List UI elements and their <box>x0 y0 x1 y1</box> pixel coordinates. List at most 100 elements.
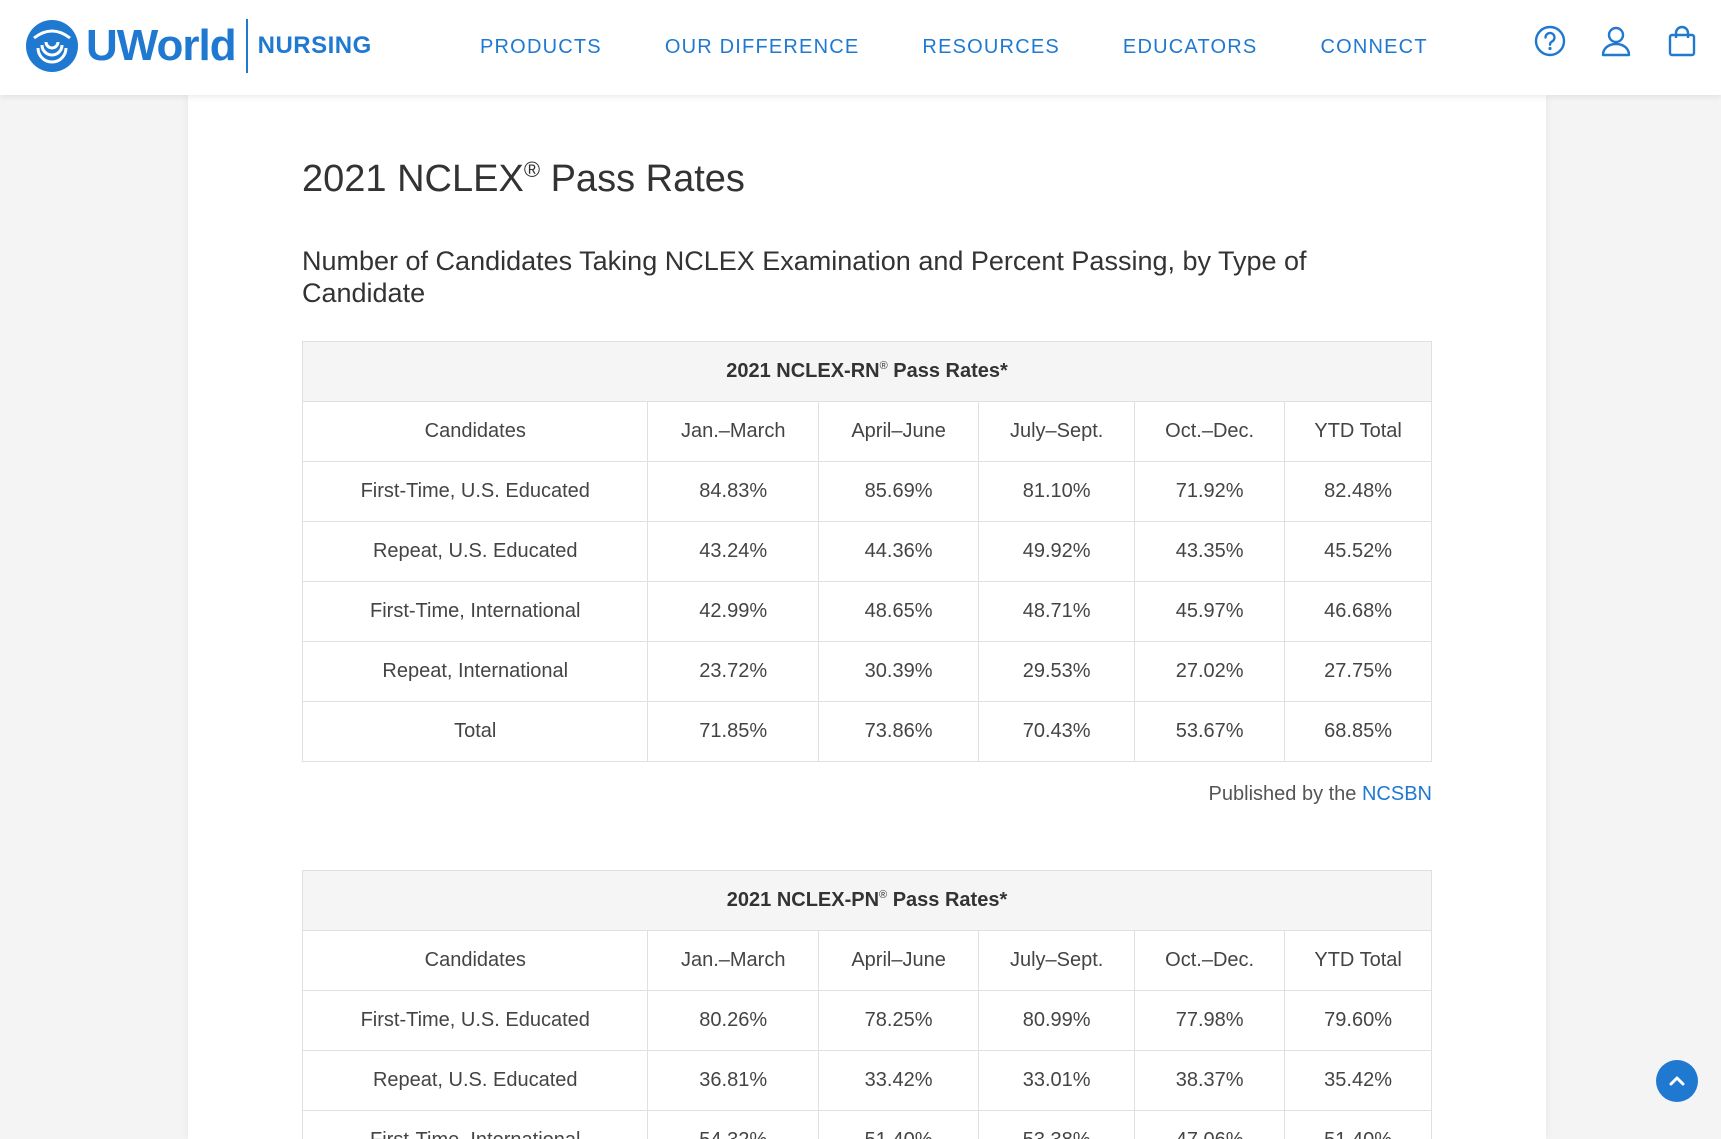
pass-rate-cell: 51.40% <box>817 1110 980 1139</box>
pass-rate-cell: 82.48% <box>1284 461 1432 522</box>
pass-rate-cell: 48.71% <box>978 581 1136 642</box>
nav-products[interactable]: PRODUCTS <box>480 36 602 58</box>
candidate-type-cell: Repeat, U.S. Educated <box>301 521 649 582</box>
ncsbn-link[interactable]: NCSBN <box>1361 783 1432 805</box>
pass-rate-cell: 33.01% <box>978 1050 1136 1111</box>
candidate-type-cell: First-Time, International <box>301 1110 649 1139</box>
main-nav: PRODUCTS OUR DIFFERENCE RESOURCES EDUCAT… <box>480 0 1491 95</box>
cart-icon[interactable] <box>1665 24 1699 58</box>
column-header: July–Sept. <box>978 401 1136 462</box>
pass-rate-cell: 51.40% <box>1284 1110 1432 1139</box>
page-title-text: 2021 NCLEX <box>302 158 524 200</box>
nav-our-difference[interactable]: OUR DIFFERENCE <box>664 36 860 58</box>
rn-table-caption: 2021 NCLEX-RN® Pass Rates* <box>302 341 1432 402</box>
pass-rate-cell: 53.67% <box>1134 701 1286 762</box>
column-header: Jan.–March <box>647 401 819 462</box>
pass-rate-cell: 80.26% <box>647 990 819 1051</box>
nav-educators[interactable]: EDUCATORS <box>1122 36 1258 58</box>
pass-rate-cell: 80.99% <box>978 990 1136 1051</box>
rn-table-body: Candidates Jan.–March April–June July–Sept.… <box>301 401 1432 762</box>
pass-rate-cell: 43.24% <box>647 521 819 582</box>
table-row: First-Time, U.S. Educated 84.83% 85.69% 81.… <box>301 461 1432 522</box>
nav-connect[interactable]: CONNECT <box>1320 36 1428 58</box>
candidate-type-cell: Repeat, International <box>301 641 649 702</box>
brand-sub: NURSING <box>257 32 372 59</box>
pass-rate-cell: 79.60% <box>1284 990 1432 1051</box>
pn-caption-rest: Pass Rates* <box>887 889 1008 911</box>
candidate-type-cell: Total <box>301 701 649 762</box>
scroll-to-top-button[interactable] <box>1656 1060 1698 1102</box>
pn-pass-rates-table: 2021 NCLEX-PN® Pass Rates* Candidates Jan… <box>301 870 1432 1139</box>
pass-rate-cell: 42.99% <box>647 581 819 642</box>
pass-rate-cell: 49.92% <box>978 521 1136 582</box>
pass-rate-cell: 71.85% <box>647 701 819 762</box>
table-row: Repeat, U.S. Educated 36.81% 33.42% 33.01% 3… <box>301 1050 1432 1111</box>
pass-rate-cell: 23.72% <box>647 641 819 702</box>
candidate-type-cell: First-Time, U.S. Educated <box>301 990 649 1051</box>
table-row: First-Time, International54.32%51.40%53.… <box>301 1110 1432 1139</box>
pass-rate-cell: 46.68% <box>1284 581 1432 642</box>
rn-pass-rates-table: 2021 NCLEX-RN® Pass Rates* Candidates Jan… <box>301 341 1432 762</box>
pass-rate-cell: 27.75% <box>1284 641 1432 702</box>
uworld-logo-icon <box>26 20 78 72</box>
page-title-rest: Pass Rates <box>540 158 745 200</box>
column-header: Candidates <box>301 401 649 462</box>
table-header-row: Candidates Jan.–March April–June July–Sept.… <box>301 401 1432 462</box>
page-title: 2021 NCLEX® Pass Rates <box>302 157 745 201</box>
candidate-type-cell: Repeat, U.S. Educated <box>301 1050 649 1111</box>
pass-rate-cell: 43.35% <box>1134 521 1286 582</box>
pass-rate-cell: 30.39% <box>817 641 980 702</box>
pass-rate-cell: 47.06% <box>1134 1110 1286 1139</box>
pass-rate-cell: 27.02% <box>1134 641 1286 702</box>
column-header: July–Sept. <box>978 930 1136 991</box>
uworld-nursing-logo[interactable]: UWorld NURSING <box>24 18 372 74</box>
table-row: Repeat, U.S. Educated 43.24% 44.36% 49.92% 4… <box>301 521 1432 582</box>
pass-rate-cell: 53.38% <box>978 1110 1136 1139</box>
pass-rate-cell: 54.32% <box>647 1110 819 1139</box>
rn-caption-text: 2021 NCLEX-RN <box>726 360 880 382</box>
column-header: YTD Total <box>1284 401 1432 462</box>
chevron-up-icon <box>1669 1076 1685 1086</box>
column-header: Oct.–Dec. <box>1134 401 1286 462</box>
pass-rate-cell: 48.65% <box>817 581 980 642</box>
registered-mark: ® <box>879 889 888 901</box>
candidate-type-cell: First-Time, International <box>301 581 649 642</box>
pass-rate-cell: 81.10% <box>978 461 1136 522</box>
logo-divider <box>245 19 248 73</box>
table-row: Repeat, International 23.72% 30.39% 29.53% 2… <box>301 641 1432 702</box>
table-row: Total 71.85% 73.86% 70.43% 53.67% 68.85% <box>301 701 1432 762</box>
table-row: First-Time, U.S. Educated 80.26% 78.25% 80.… <box>301 990 1432 1051</box>
brand-name: UWorld <box>86 21 237 70</box>
published-text: Published by the <box>1208 783 1362 805</box>
pass-rate-cell: 45.52% <box>1284 521 1432 582</box>
pass-rate-cell: 85.69% <box>817 461 980 522</box>
column-header: Oct.–Dec. <box>1134 930 1286 991</box>
pass-rate-cell: 77.98% <box>1134 990 1286 1051</box>
column-header: April–June <box>817 930 980 991</box>
header-icons <box>1501 24 1699 58</box>
published-note: Published by the NCSBN <box>1209 783 1432 806</box>
pass-rate-cell: 71.92% <box>1134 461 1286 522</box>
help-icon[interactable] <box>1533 24 1567 58</box>
site-header: UWorld NURSING PRODUCTS OUR DIFFERENCE R… <box>0 0 1721 95</box>
pass-rate-cell: 36.81% <box>647 1050 819 1111</box>
pass-rate-cell: 44.36% <box>817 521 980 582</box>
pass-rate-cell: 45.97% <box>1134 581 1286 642</box>
page-subtitle: Number of Candidates Taking NCLEX Examin… <box>302 246 1307 308</box>
pass-rate-cell: 33.42% <box>817 1050 980 1111</box>
rn-caption-rest: Pass Rates* <box>887 360 1008 382</box>
pn-table-body: Candidates Jan.–March April–June July–Sept.… <box>301 930 1432 1139</box>
user-icon[interactable] <box>1599 24 1633 58</box>
column-header: YTD Total <box>1284 930 1432 991</box>
registered-mark: ® <box>523 157 541 182</box>
pass-rate-cell: 29.53% <box>978 641 1136 702</box>
pass-rate-cell: 38.37% <box>1134 1050 1286 1111</box>
registered-mark: ® <box>879 360 888 372</box>
content-card: 2021 NCLEX® Pass Rates Number of Candida… <box>188 95 1546 1139</box>
pass-rate-cell: 70.43% <box>978 701 1136 762</box>
nav-resources[interactable]: RESOURCES <box>922 36 1060 58</box>
pn-caption-text: 2021 NCLEX-PN <box>726 889 880 911</box>
pass-rate-cell: 78.25% <box>817 990 980 1051</box>
column-header: Jan.–March <box>647 930 819 991</box>
column-header: Candidates <box>301 930 649 991</box>
